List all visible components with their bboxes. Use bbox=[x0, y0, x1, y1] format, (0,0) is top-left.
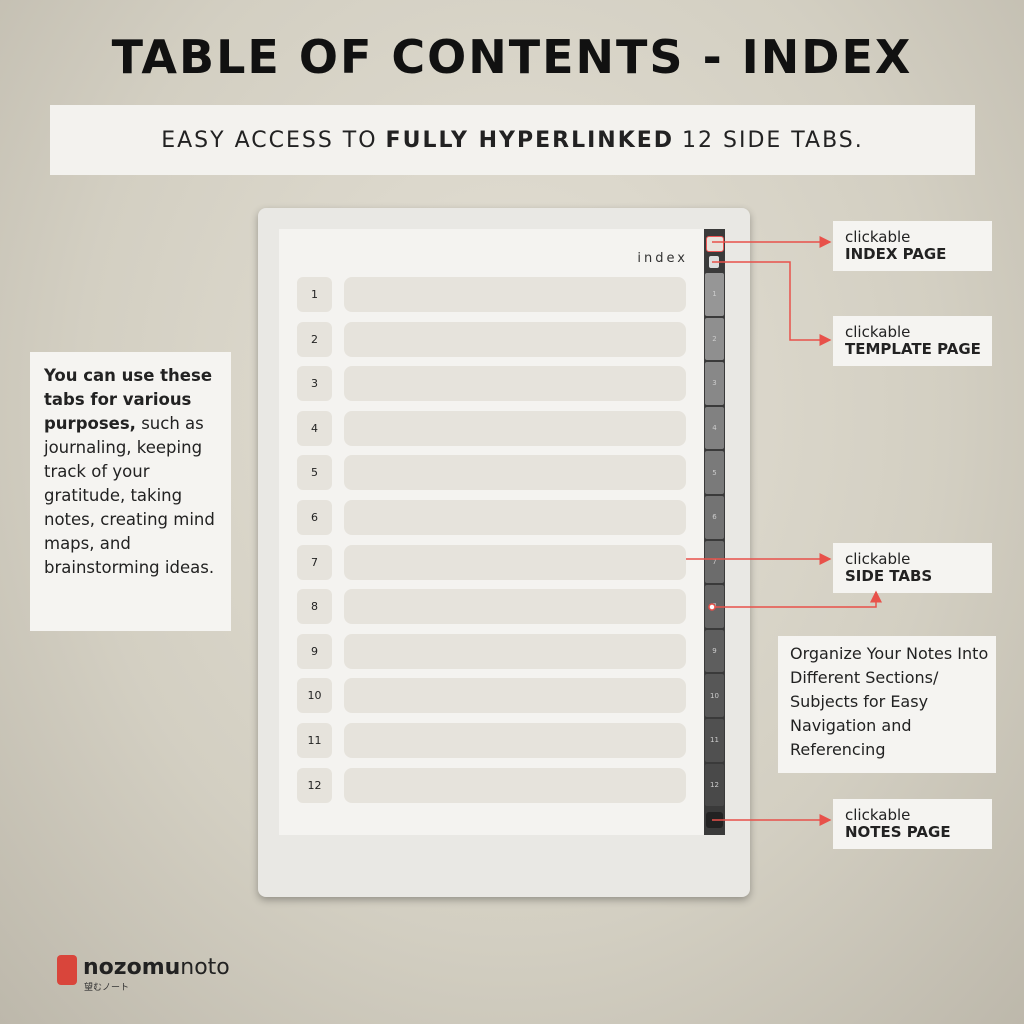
callout-target: INDEX PAGE bbox=[845, 245, 947, 263]
right-note: Organize Your Notes Into Different Secti… bbox=[778, 636, 996, 773]
logo-b: noto bbox=[180, 955, 230, 980]
callout-label: clickable bbox=[845, 550, 911, 568]
callout: clickable TEMPLATE PAGE bbox=[833, 316, 992, 366]
row-field bbox=[344, 277, 686, 312]
side-tab[interactable]: 3 bbox=[705, 362, 724, 405]
row-number: 1 bbox=[297, 277, 332, 312]
connector bbox=[712, 261, 832, 346]
logo-tagline: 望むノート bbox=[84, 983, 130, 993]
subtitle-text: EASY ACCESS TO bbox=[161, 127, 378, 153]
index-icon[interactable] bbox=[706, 236, 724, 252]
connector bbox=[712, 590, 882, 608]
row-number: 4 bbox=[297, 410, 332, 446]
logo: nozomunoto bbox=[83, 955, 230, 980]
left-note: You can use these tabs for various purpo… bbox=[30, 352, 231, 631]
row-number: 6 bbox=[297, 500, 332, 535]
row-number: 12 bbox=[297, 767, 332, 803]
subtitle: EASY ACCESS TO FULLY HYPERLINKED 12 SIDE… bbox=[50, 105, 975, 175]
callout-label: clickable bbox=[845, 228, 911, 246]
row-field bbox=[344, 410, 686, 446]
side-tab[interactable]: 11 bbox=[705, 719, 724, 762]
callout: clickable SIDE TABS bbox=[833, 543, 992, 593]
side-tab[interactable]: 2 bbox=[705, 317, 724, 361]
row-number: 3 bbox=[297, 366, 332, 402]
callout-label: clickable bbox=[845, 806, 911, 824]
row-field bbox=[344, 589, 686, 625]
side-tab[interactable]: 5 bbox=[705, 451, 724, 494]
side-tab[interactable]: 9 bbox=[705, 629, 724, 673]
note-text: such as journaling, keeping track of you… bbox=[44, 414, 215, 577]
logo-icon bbox=[57, 955, 77, 985]
subtitle-bold: FULLY HYPERLINKED bbox=[385, 127, 675, 153]
row-field bbox=[344, 723, 686, 758]
row-number: 10 bbox=[297, 678, 332, 714]
row-field bbox=[344, 678, 686, 714]
side-tab[interactable]: 6 bbox=[705, 496, 724, 539]
row-field bbox=[344, 321, 686, 357]
connector-dot bbox=[708, 603, 716, 611]
logo-a: nozomu bbox=[83, 955, 181, 980]
title: TABLE OF CONTENTS - INDEX bbox=[111, 30, 913, 84]
row-field bbox=[344, 366, 686, 402]
row-number: 9 bbox=[297, 633, 332, 669]
side-tab[interactable]: 12 bbox=[705, 763, 724, 807]
callout-target: NOTES PAGE bbox=[845, 823, 951, 841]
row-number: 8 bbox=[297, 589, 332, 625]
side-tab[interactable]: 10 bbox=[705, 674, 724, 717]
callout-target: SIDE TABS bbox=[845, 567, 933, 585]
row-field bbox=[344, 767, 686, 803]
callout: clickable INDEX PAGE bbox=[833, 221, 992, 271]
row-number: 7 bbox=[297, 544, 332, 580]
note-bold: You can use these tabs for various purpo… bbox=[44, 366, 213, 433]
callout-target: TEMPLATE PAGE bbox=[845, 340, 981, 358]
side-tab[interactable]: 1 bbox=[705, 273, 724, 316]
row-number: 11 bbox=[297, 723, 332, 758]
page-title: index bbox=[637, 251, 688, 266]
callout: clickable NOTES PAGE bbox=[833, 799, 992, 849]
row-field bbox=[344, 633, 686, 669]
row-field bbox=[344, 500, 686, 535]
subtitle-text: 12 SIDE TABS. bbox=[682, 127, 864, 153]
row-number: 2 bbox=[297, 321, 332, 357]
row-field bbox=[344, 455, 686, 491]
row-field bbox=[344, 544, 686, 580]
callout-label: clickable bbox=[845, 323, 911, 341]
side-tab[interactable]: 7 bbox=[705, 540, 724, 584]
side-tab[interactable]: 4 bbox=[705, 406, 724, 450]
row-number: 5 bbox=[297, 455, 332, 491]
